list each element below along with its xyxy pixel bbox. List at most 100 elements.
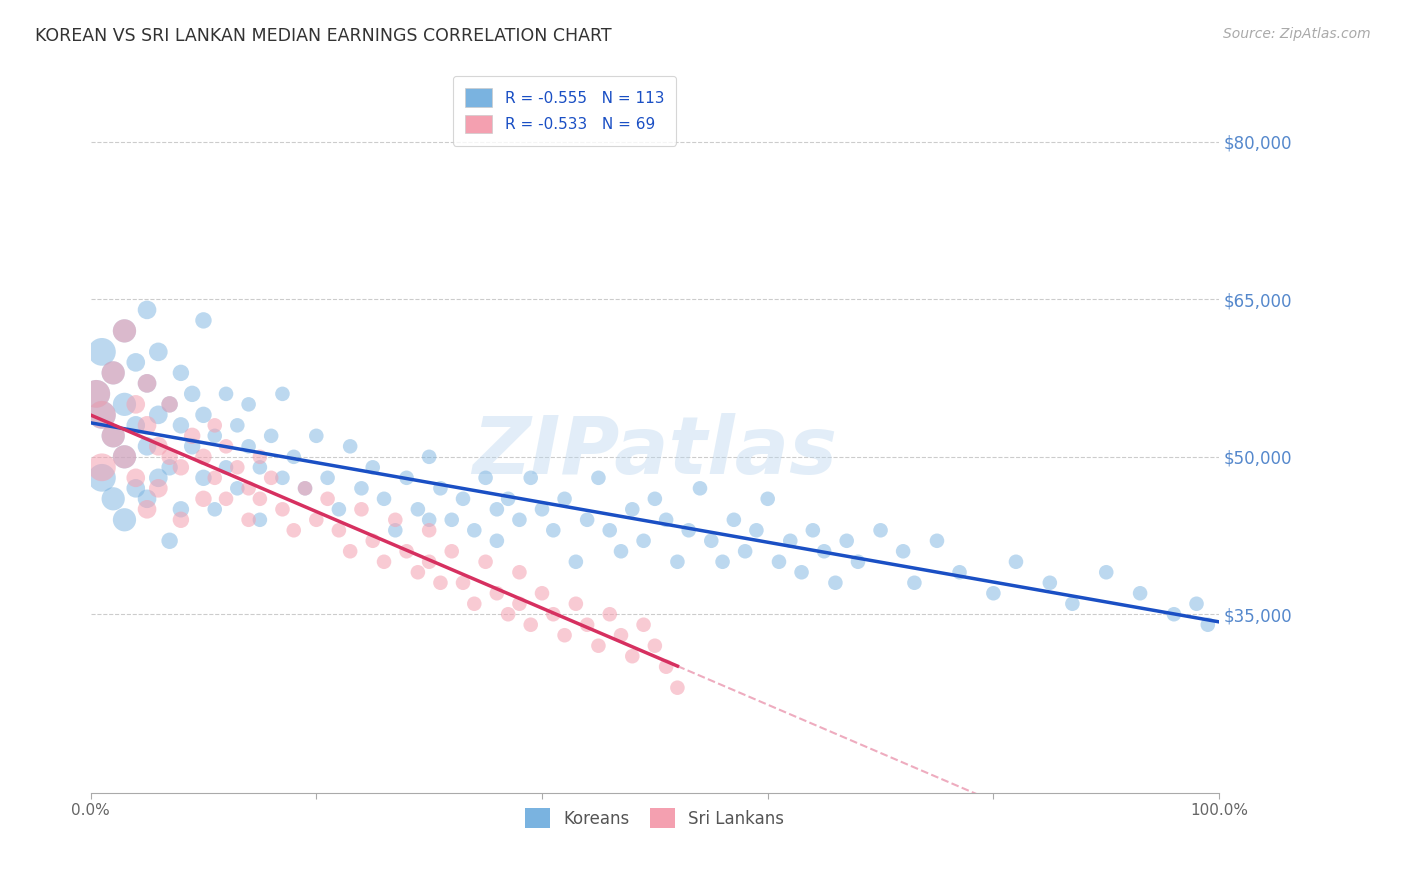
Sri Lankans xyxy=(418,523,440,537)
Koreans xyxy=(588,471,610,485)
Koreans xyxy=(395,471,418,485)
Koreans xyxy=(148,471,170,485)
Koreans xyxy=(249,513,271,527)
Koreans xyxy=(1062,597,1084,611)
Koreans xyxy=(90,471,112,485)
Koreans xyxy=(485,502,508,516)
Koreans xyxy=(756,491,779,506)
Koreans xyxy=(418,513,440,527)
Koreans xyxy=(418,450,440,464)
Sri Lankans xyxy=(644,639,666,653)
Sri Lankans xyxy=(418,555,440,569)
Sri Lankans xyxy=(599,607,621,622)
Koreans xyxy=(463,523,485,537)
Koreans xyxy=(271,387,294,401)
Sri Lankans xyxy=(384,513,406,527)
Koreans xyxy=(576,513,599,527)
Sri Lankans xyxy=(543,607,565,622)
Koreans xyxy=(148,408,170,422)
Sri Lankans xyxy=(136,502,159,516)
Sri Lankans xyxy=(181,429,204,443)
Koreans xyxy=(125,355,148,369)
Sri Lankans xyxy=(215,491,238,506)
Sri Lankans xyxy=(103,366,125,380)
Koreans xyxy=(90,408,112,422)
Koreans xyxy=(610,544,633,558)
Koreans xyxy=(790,566,813,580)
Sri Lankans xyxy=(339,544,361,558)
Koreans xyxy=(948,566,970,580)
Sri Lankans xyxy=(395,544,418,558)
Sri Lankans xyxy=(496,607,519,622)
Koreans xyxy=(723,513,745,527)
Koreans xyxy=(813,544,835,558)
Koreans xyxy=(565,555,588,569)
Koreans xyxy=(226,418,249,433)
Sri Lankans xyxy=(508,566,530,580)
Sri Lankans xyxy=(474,555,496,569)
Koreans xyxy=(215,460,238,475)
Koreans xyxy=(633,533,655,548)
Sri Lankans xyxy=(451,575,474,590)
Koreans xyxy=(148,344,170,359)
Koreans xyxy=(204,502,226,516)
Text: ZIPatlas: ZIPatlas xyxy=(472,413,838,491)
Sri Lankans xyxy=(463,597,485,611)
Koreans xyxy=(1197,617,1219,632)
Sri Lankans xyxy=(114,324,136,338)
Sri Lankans xyxy=(554,628,576,642)
Koreans xyxy=(644,491,666,506)
Koreans xyxy=(114,513,136,527)
Koreans xyxy=(1163,607,1185,622)
Sri Lankans xyxy=(148,481,170,495)
Koreans xyxy=(316,471,339,485)
Sri Lankans xyxy=(90,460,112,475)
Koreans xyxy=(711,555,734,569)
Koreans xyxy=(136,302,159,317)
Koreans xyxy=(339,439,361,453)
Koreans xyxy=(136,376,159,391)
Sri Lankans xyxy=(125,471,148,485)
Koreans xyxy=(1095,566,1118,580)
Koreans xyxy=(170,366,193,380)
Koreans xyxy=(238,439,260,453)
Sri Lankans xyxy=(271,502,294,516)
Sri Lankans xyxy=(485,586,508,600)
Koreans xyxy=(125,418,148,433)
Koreans xyxy=(745,523,768,537)
Koreans xyxy=(136,439,159,453)
Koreans xyxy=(689,481,711,495)
Koreans xyxy=(925,533,948,548)
Koreans xyxy=(84,387,107,401)
Koreans xyxy=(1039,575,1062,590)
Koreans xyxy=(350,481,373,495)
Text: KOREAN VS SRI LANKAN MEDIAN EARNINGS CORRELATION CHART: KOREAN VS SRI LANKAN MEDIAN EARNINGS COR… xyxy=(35,27,612,45)
Koreans xyxy=(159,397,181,411)
Koreans xyxy=(193,408,215,422)
Koreans xyxy=(451,491,474,506)
Koreans xyxy=(215,387,238,401)
Koreans xyxy=(114,397,136,411)
Legend: Koreans, Sri Lankans: Koreans, Sri Lankans xyxy=(519,801,792,835)
Sri Lankans xyxy=(249,450,271,464)
Koreans xyxy=(835,533,858,548)
Sri Lankans xyxy=(655,659,678,673)
Koreans xyxy=(283,450,305,464)
Koreans xyxy=(361,460,384,475)
Koreans xyxy=(136,491,159,506)
Sri Lankans xyxy=(621,649,644,664)
Sri Lankans xyxy=(440,544,463,558)
Koreans xyxy=(373,491,395,506)
Koreans xyxy=(170,502,193,516)
Sri Lankans xyxy=(215,439,238,453)
Koreans xyxy=(114,450,136,464)
Koreans xyxy=(700,533,723,548)
Koreans xyxy=(983,586,1005,600)
Sri Lankans xyxy=(633,617,655,632)
Koreans xyxy=(621,502,644,516)
Koreans xyxy=(170,418,193,433)
Sri Lankans xyxy=(519,617,541,632)
Sri Lankans xyxy=(193,491,215,506)
Sri Lankans xyxy=(159,397,181,411)
Sri Lankans xyxy=(565,597,588,611)
